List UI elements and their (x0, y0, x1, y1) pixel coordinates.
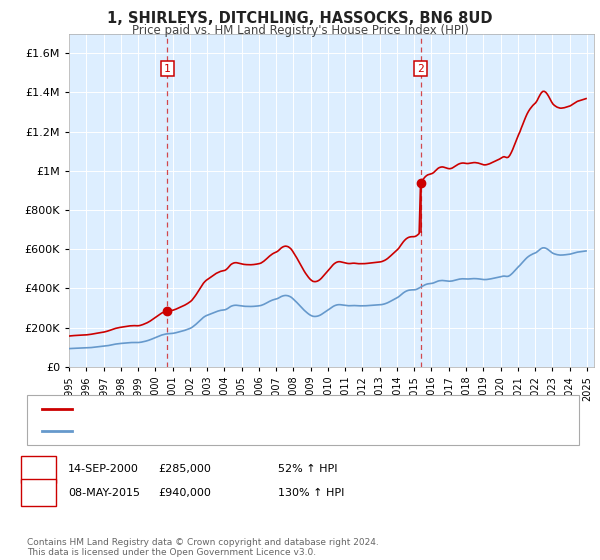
Text: 08-MAY-2015: 08-MAY-2015 (68, 488, 140, 498)
Text: 1: 1 (35, 464, 42, 474)
Text: £285,000: £285,000 (158, 464, 211, 474)
Text: Contains HM Land Registry data © Crown copyright and database right 2024.
This d: Contains HM Land Registry data © Crown c… (27, 538, 379, 557)
Text: 52% ↑ HPI: 52% ↑ HPI (278, 464, 337, 474)
Text: 1, SHIRLEYS, DITCHLING, HASSOCKS, BN6 8UD: 1, SHIRLEYS, DITCHLING, HASSOCKS, BN6 8U… (107, 11, 493, 26)
Text: Price paid vs. HM Land Registry's House Price Index (HPI): Price paid vs. HM Land Registry's House … (131, 24, 469, 36)
Text: 2: 2 (417, 64, 424, 73)
Text: 1: 1 (164, 64, 171, 73)
Text: £940,000: £940,000 (158, 488, 211, 498)
Text: 130% ↑ HPI: 130% ↑ HPI (278, 488, 344, 498)
Text: 2: 2 (35, 488, 42, 498)
Text: 14-SEP-2000: 14-SEP-2000 (68, 464, 139, 474)
Text: HPI: Average price, detached house, Lewes: HPI: Average price, detached house, Lewe… (81, 426, 317, 436)
Text: 1, SHIRLEYS, DITCHLING, HASSOCKS, BN6 8UD (detached house): 1, SHIRLEYS, DITCHLING, HASSOCKS, BN6 8U… (81, 404, 437, 414)
